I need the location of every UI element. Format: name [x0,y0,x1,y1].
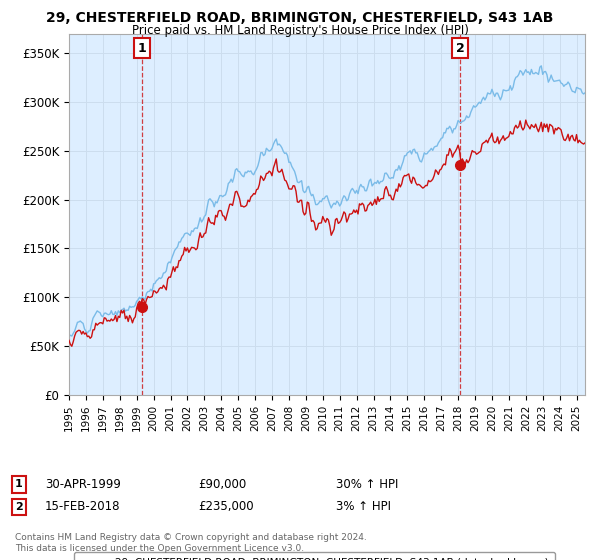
Text: £90,000: £90,000 [198,478,246,491]
Text: 3% ↑ HPI: 3% ↑ HPI [336,500,391,514]
Legend: 29, CHESTERFIELD ROAD, BRIMINGTON, CHESTERFIELD, S43 1AB (detached house), HPI: : 29, CHESTERFIELD ROAD, BRIMINGTON, CHEST… [74,552,555,560]
Text: 15-FEB-2018: 15-FEB-2018 [45,500,121,514]
Text: 29, CHESTERFIELD ROAD, BRIMINGTON, CHESTERFIELD, S43 1AB: 29, CHESTERFIELD ROAD, BRIMINGTON, CHEST… [46,11,554,25]
Text: 2: 2 [456,41,464,54]
Text: 30% ↑ HPI: 30% ↑ HPI [336,478,398,491]
Text: 1: 1 [138,41,146,54]
Text: 1: 1 [15,479,23,489]
Text: 2: 2 [15,502,23,512]
Text: Contains HM Land Registry data © Crown copyright and database right 2024.
This d: Contains HM Land Registry data © Crown c… [15,533,367,553]
Text: £235,000: £235,000 [198,500,254,514]
Text: Price paid vs. HM Land Registry's House Price Index (HPI): Price paid vs. HM Land Registry's House … [131,24,469,36]
Text: 30-APR-1999: 30-APR-1999 [45,478,121,491]
